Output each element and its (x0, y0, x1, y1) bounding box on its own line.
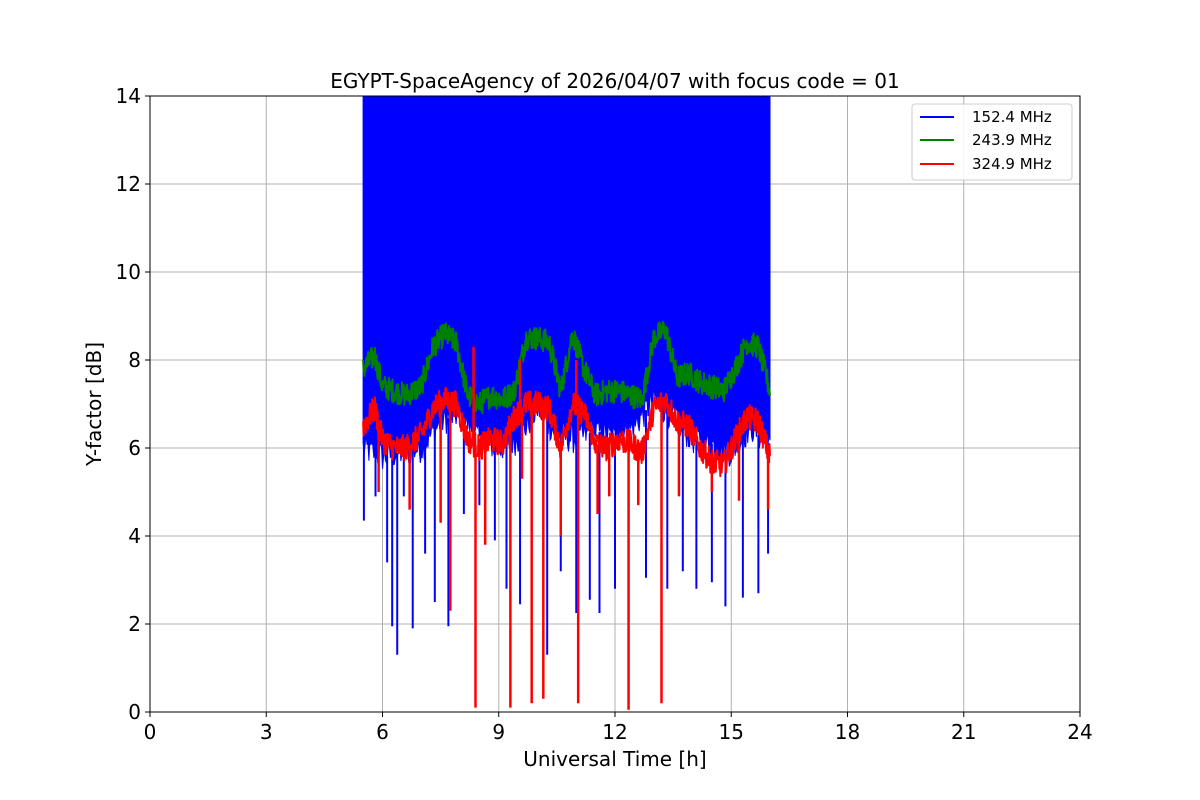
series-324-9 (362, 346, 771, 710)
series-line (362, 386, 771, 478)
y-tick-label: 6 (128, 436, 141, 460)
x-tick-label: 24 (1067, 720, 1092, 744)
x-tick-label: 3 (260, 720, 273, 744)
y-axis-label: Y-factor [dB] (82, 342, 106, 467)
y-tick-label: 2 (128, 612, 141, 636)
x-tick-label: 12 (602, 720, 627, 744)
y-tick-label: 4 (128, 524, 141, 548)
legend-label-243-9: 243.9 MHz (972, 131, 1052, 149)
legend: 152.4 MHz 243.9 MHz 324.9 MHz (911, 103, 1073, 181)
x-axis-label: Universal Time [h] (523, 747, 706, 771)
x-tick-label: 6 (376, 720, 389, 744)
legend-label-152-4: 152.4 MHz (972, 108, 1052, 126)
x-tick-label: 0 (144, 720, 157, 744)
series-152-4-band (362, 96, 771, 469)
y-tick-label: 8 (128, 348, 141, 372)
x-tick-label: 15 (719, 720, 744, 744)
y-tick-label: 14 (116, 84, 141, 108)
x-tick-label: 21 (951, 720, 976, 744)
x-tick-label: 18 (835, 720, 860, 744)
y-tick-label: 10 (116, 260, 141, 284)
y-tick-label: 0 (128, 700, 141, 724)
legend-box (911, 103, 1073, 181)
x-tick-label: 9 (492, 720, 505, 744)
data-area (362, 96, 771, 710)
chart-title: EGYPT-SpaceAgency of 2026/04/07 with foc… (330, 69, 899, 93)
y-tick-label: 12 (116, 172, 141, 196)
series-243-9 (362, 320, 771, 415)
legend-label-324-9: 324.9 MHz (972, 155, 1052, 173)
series-line (362, 320, 771, 415)
